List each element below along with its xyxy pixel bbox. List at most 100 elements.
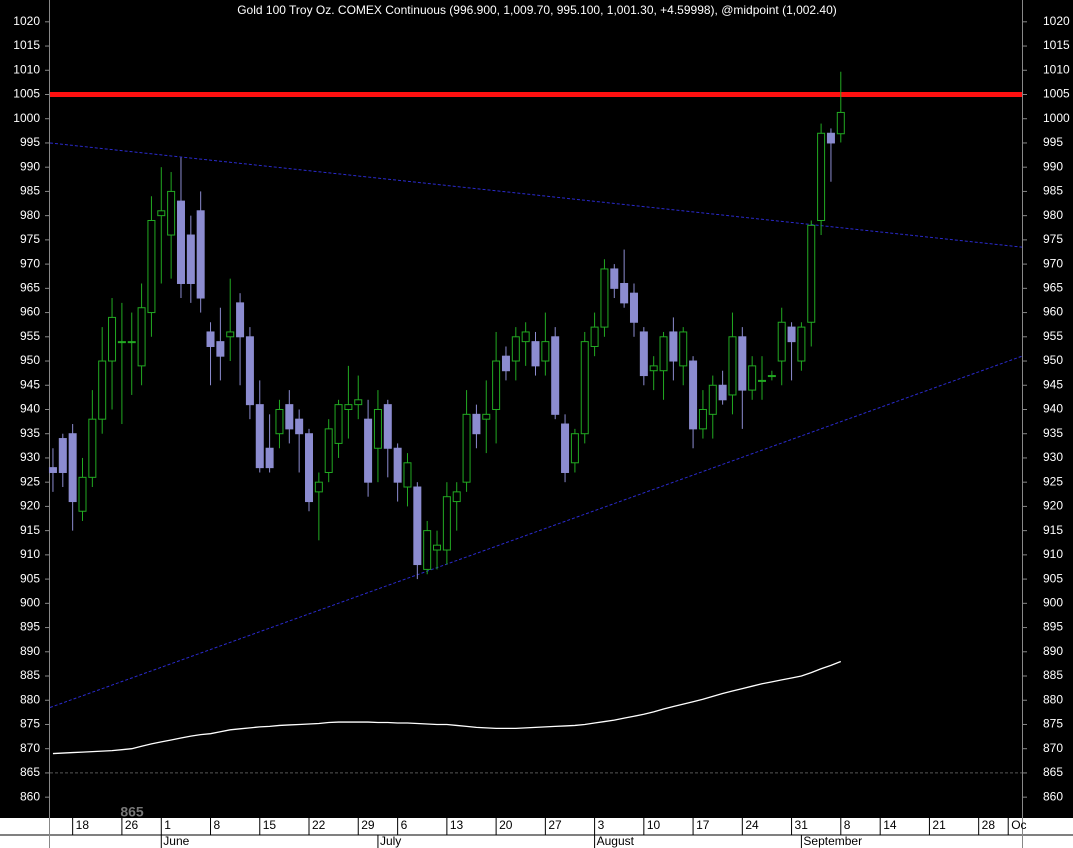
candle-body xyxy=(58,438,67,473)
candle-body xyxy=(167,190,176,236)
y-tick-label: 1015 xyxy=(13,38,40,52)
candle-body xyxy=(314,481,323,493)
y-tick-label: 960 xyxy=(20,305,40,319)
y-tick-label: 890 xyxy=(20,644,40,658)
y-tick-label: 1010 xyxy=(13,62,40,76)
y-tick-label-right: 890 xyxy=(1043,644,1063,658)
y-tick-label: 875 xyxy=(20,717,40,731)
candle-body xyxy=(226,331,235,338)
candle-body xyxy=(797,326,806,362)
candle-body xyxy=(531,341,540,367)
y-tick-label: 860 xyxy=(20,789,40,803)
candle-body xyxy=(748,365,757,391)
candle-body xyxy=(127,341,136,344)
candle-body xyxy=(364,418,373,483)
candle-body xyxy=(718,384,727,401)
x-tick-label: 28 xyxy=(982,818,996,832)
candle-body xyxy=(452,491,461,503)
y-tick-label: 1005 xyxy=(13,87,40,101)
candle-body xyxy=(442,496,451,551)
y-tick-label-right: 990 xyxy=(1043,159,1063,173)
x-tick-label: 10 xyxy=(647,818,661,832)
y-tick-label-right: 955 xyxy=(1043,329,1063,343)
y-tick-label: 900 xyxy=(20,595,40,609)
candle-body xyxy=(255,404,264,469)
y-tick-label: 910 xyxy=(20,547,40,561)
candle-body xyxy=(324,428,333,473)
y-tick-label-right: 950 xyxy=(1043,353,1063,367)
y-tick-label: 905 xyxy=(20,571,40,585)
candle-body xyxy=(649,365,658,372)
candle-body xyxy=(206,331,215,347)
y-tick-label: 895 xyxy=(20,620,40,634)
candle-body xyxy=(373,408,382,449)
candle-body xyxy=(836,111,845,135)
y-tick-label: 1020 xyxy=(13,14,40,28)
candle-body xyxy=(511,336,520,362)
y-tick-label-right: 870 xyxy=(1043,741,1063,755)
candle-body xyxy=(767,375,776,378)
candle-body xyxy=(541,341,550,362)
y-tick-label-right: 1015 xyxy=(1043,38,1070,52)
y-tick-label: 995 xyxy=(20,135,40,149)
candle-body xyxy=(787,326,796,343)
y-tick-label-right: 885 xyxy=(1043,668,1063,682)
y-tick-label-right: 995 xyxy=(1043,135,1063,149)
y-tick-label: 985 xyxy=(20,184,40,198)
candle-body xyxy=(433,544,442,551)
y-tick-label: 975 xyxy=(20,232,40,246)
candle-body xyxy=(117,341,126,344)
y-tick-label-right: 980 xyxy=(1043,208,1063,222)
y-tick-label-right: 900 xyxy=(1043,595,1063,609)
y-tick-label: 915 xyxy=(20,523,40,537)
y-tick-label-right: 895 xyxy=(1043,620,1063,634)
x-tick-label: 15 xyxy=(263,818,277,832)
x-tick-label: 3 xyxy=(598,818,605,832)
candle-body xyxy=(679,331,688,367)
candle-body xyxy=(777,321,786,362)
candle-body xyxy=(639,331,648,377)
y-tick-label-right: 915 xyxy=(1043,523,1063,537)
candle-body xyxy=(137,307,146,367)
x-tick-label: 14 xyxy=(883,818,897,832)
candle-body xyxy=(738,336,747,391)
candle-body xyxy=(48,467,57,473)
candle-body xyxy=(157,210,166,217)
x-tick-label: 6 xyxy=(401,818,408,832)
candle-body xyxy=(78,476,87,512)
overlay-line xyxy=(52,660,842,755)
y-tick-label-right: 930 xyxy=(1043,450,1063,464)
candle-body xyxy=(236,302,245,338)
chart-title: Gold 100 Troy Oz. COMEX Continuous (996.… xyxy=(237,3,837,17)
x-tick-label: 26 xyxy=(125,818,139,832)
y-tick-label-right: 860 xyxy=(1043,789,1063,803)
x-tick-label: 17 xyxy=(696,818,710,832)
candle-body xyxy=(354,399,363,406)
x-tick-label: 22 xyxy=(312,818,326,832)
y-tick-label: 940 xyxy=(20,402,40,416)
candle-body xyxy=(334,404,343,444)
candle-body xyxy=(344,404,353,410)
x-tick-label: 27 xyxy=(548,818,562,832)
y-tick-label-right: 905 xyxy=(1043,571,1063,585)
candle-body xyxy=(501,355,510,372)
y-tick-label-right: 940 xyxy=(1043,402,1063,416)
candle-body xyxy=(176,200,185,284)
y-tick-label-right: 1020 xyxy=(1043,14,1070,28)
y-tick-label-right: 920 xyxy=(1043,499,1063,513)
trendline xyxy=(49,355,1023,708)
x-tick-label: 13 xyxy=(450,818,464,832)
candle-body xyxy=(817,132,826,221)
y-tick-label: 1000 xyxy=(13,111,40,125)
candle-body xyxy=(68,433,77,503)
candle-body xyxy=(521,331,530,343)
candle-body xyxy=(216,341,225,357)
y-tick-label: 885 xyxy=(20,668,40,682)
candle-body xyxy=(108,316,117,362)
y-tick-label-right: 1010 xyxy=(1043,62,1070,76)
candle-body xyxy=(305,433,314,503)
y-tick-label: 925 xyxy=(20,474,40,488)
candle-body xyxy=(600,268,609,328)
y-tick-label: 930 xyxy=(20,450,40,464)
candle-body xyxy=(393,447,402,483)
